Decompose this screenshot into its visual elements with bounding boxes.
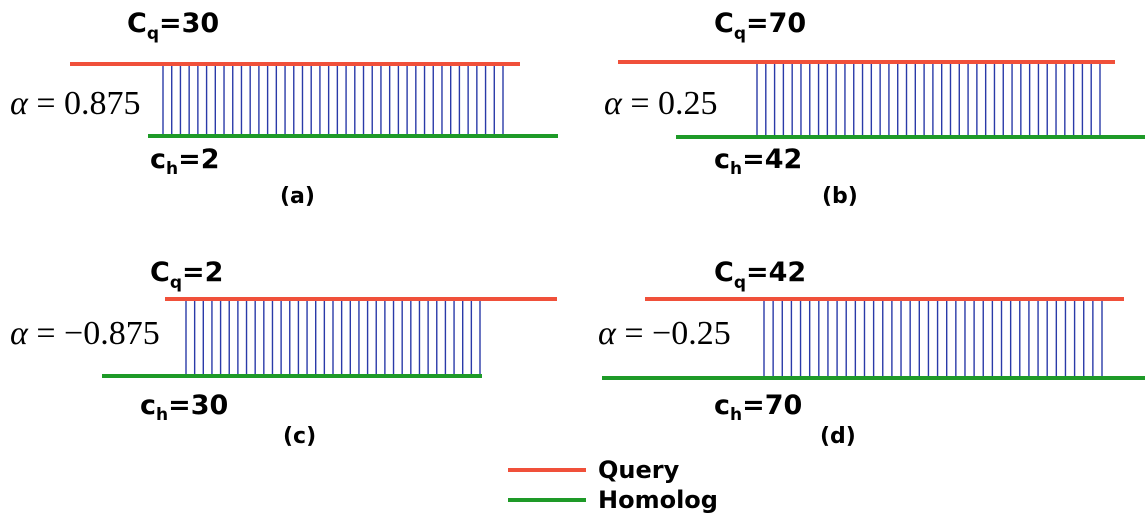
panel-d-caption: (d) xyxy=(820,424,856,449)
panel-c-alpha: α = −0.875 xyxy=(10,315,160,352)
panel-a-caption: (a) xyxy=(280,184,315,209)
panel-b-ch-label: ch=42 xyxy=(714,144,803,179)
panel-d-ch-label: ch=70 xyxy=(714,390,803,425)
panel-d-cq-label: Cq=42 xyxy=(714,257,807,293)
panel-c-cq-label: Cq=2 xyxy=(150,257,224,293)
panel-b-caption: (b) xyxy=(822,184,858,209)
legend-homolog-label: Homolog xyxy=(598,486,718,514)
legend-query-label: Query xyxy=(598,456,680,484)
panel-b-alpha: α = 0.25 xyxy=(604,85,718,122)
panel-d-alpha: α = −0.25 xyxy=(598,315,731,352)
panel-a-alpha: α = 0.875 xyxy=(10,85,141,122)
panel-a-ch-label: ch=2 xyxy=(150,144,220,179)
panel-c-ch-label: ch=30 xyxy=(140,390,229,425)
panel-a-cq-label: Cq=30 xyxy=(127,8,220,44)
panel-c-caption: (c) xyxy=(283,424,317,449)
panel-b-cq-label: Cq=70 xyxy=(714,8,807,44)
